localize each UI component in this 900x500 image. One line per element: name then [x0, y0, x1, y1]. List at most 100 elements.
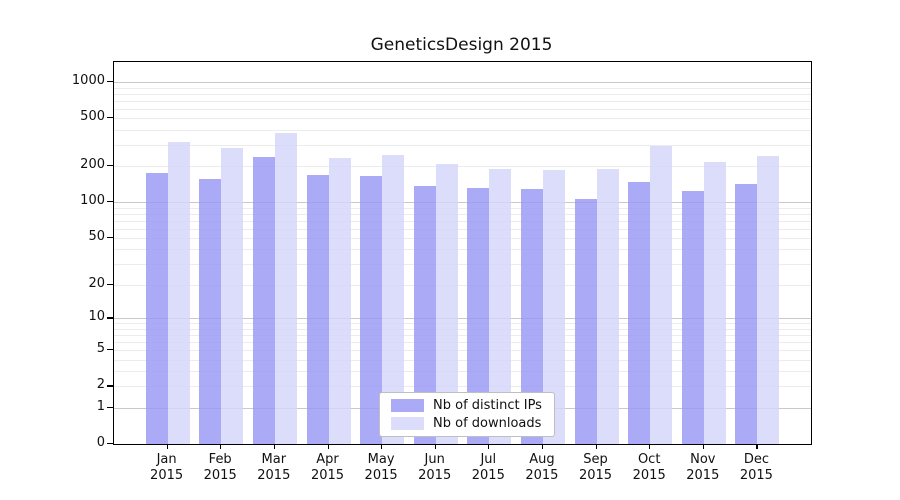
gridline-major-100 — [114, 202, 811, 204]
x-tick-label-jun: Jun 2015 — [418, 452, 452, 483]
x-tick-mark-feb — [220, 444, 222, 449]
x-tick-mark-aug — [541, 444, 544, 449]
bar-downloads-sep-2015 — [596, 168, 619, 444]
bar-downloads-jun-2015 — [435, 163, 458, 444]
x-tick-label-nov: Nov 2015 — [686, 452, 720, 483]
gridline-major-1000 — [114, 82, 811, 83]
legend-item-downloads: Nb of downloads — [391, 416, 542, 431]
gridline-minor-40 — [114, 249, 811, 251]
bar-distinct-ips-dec-2015 — [735, 184, 758, 444]
bar-distinct-ips-feb-2015 — [199, 179, 222, 444]
gridline-minor-500 — [114, 118, 811, 120]
y-tick-mark-2 — [107, 385, 113, 387]
y-tick-label-0: 0 — [96, 435, 105, 450]
gridline-minor-4 — [114, 359, 811, 361]
y-tick-label-500: 500 — [80, 109, 105, 125]
y-tick-label-200: 200 — [80, 157, 105, 173]
bar-distinct-ips-may-2015 — [360, 175, 383, 444]
gridline-minor-800 — [114, 93, 811, 95]
gridline-minor-2 — [114, 386, 811, 388]
bar-downloads-aug-2015 — [542, 169, 565, 444]
x-tick-mark-apr — [327, 444, 329, 449]
gridline-minor-7 — [114, 335, 811, 336]
x-tick-label-feb: Feb 2015 — [203, 452, 237, 483]
y-tick-label-100: 100 — [80, 193, 105, 209]
y-tick-mark-100 — [107, 201, 113, 203]
gridline-major-10 — [114, 318, 811, 320]
x-tick-label-mar: Mar 2015 — [257, 452, 291, 483]
x-tick-mark-sep — [595, 444, 597, 449]
gridline-minor-70 — [114, 220, 811, 222]
bar-distinct-ips-apr-2015 — [306, 174, 329, 444]
bar-distinct-ips-aug-2015 — [520, 188, 543, 444]
x-tick-mark-jul — [488, 444, 490, 449]
x-tick-mark-mar — [273, 444, 275, 449]
x-tick-label-aug: Aug 2015 — [525, 452, 559, 483]
plot-area: Nb of distinct IPs Nb of downloads — [113, 61, 812, 445]
y-tick-mark-20 — [107, 283, 113, 285]
gridline-minor-700 — [114, 100, 811, 102]
gridline-minor-90 — [114, 207, 811, 209]
y-tick-mark-5 — [107, 349, 113, 351]
gridline-minor-80 — [114, 213, 811, 215]
bar-distinct-ips-jul-2015 — [467, 188, 490, 444]
x-tick-mark-jan — [166, 444, 168, 449]
gridline-minor-30 — [114, 264, 811, 266]
gridline-minor-200 — [114, 166, 811, 168]
y-tick-mark-10 — [107, 317, 113, 319]
gridline-minor-3 — [114, 371, 811, 373]
y-tick-mark-500 — [107, 117, 113, 119]
gridline-minor-60 — [114, 228, 811, 230]
chart-title: GeneticsDesign 2015 — [370, 35, 553, 55]
x-tick-label-jul: Jul 2015 — [471, 452, 505, 483]
gridline-minor-50 — [114, 238, 811, 239]
bar-distinct-ips-sep-2015 — [574, 198, 597, 444]
bar-downloads-dec-2015 — [757, 155, 780, 444]
y-tick-mark-0 — [107, 443, 113, 445]
y-tick-label-50: 50 — [88, 229, 105, 244]
x-tick-mark-oct — [649, 444, 651, 449]
bar-distinct-ips-jan-2015 — [145, 173, 168, 444]
gridline-minor-6 — [114, 342, 811, 343]
gridline-minor-300 — [114, 145, 811, 146]
gridline-minor-600 — [114, 108, 811, 110]
y-tick-label-1: 1 — [96, 398, 105, 414]
legend-label-distinct-ips: Nb of distinct IPs — [433, 398, 542, 413]
legend-swatch-downloads — [391, 417, 424, 430]
legend-label-downloads: Nb of downloads — [433, 416, 542, 431]
y-tick-label-10: 10 — [88, 309, 105, 325]
x-tick-label-sep: Sep 2015 — [578, 452, 613, 483]
legend-item-distinct-ips: Nb of distinct IPs — [391, 398, 542, 413]
bar-downloads-apr-2015 — [328, 157, 351, 444]
y-tick-mark-1 — [107, 406, 113, 408]
gridline-minor-400 — [114, 129, 811, 131]
x-tick-mark-jun — [434, 444, 436, 449]
bar-downloads-feb-2015 — [221, 148, 244, 444]
y-tick-label-1000: 1000 — [71, 73, 105, 88]
bar-distinct-ips-mar-2015 — [252, 157, 275, 444]
bar-downloads-oct-2015 — [650, 145, 673, 444]
y-tick-label-5: 5 — [96, 341, 105, 357]
gridline-minor-9 — [114, 323, 811, 325]
x-tick-label-dec: Dec 2015 — [739, 452, 773, 483]
bar-downloads-jul-2015 — [489, 168, 512, 444]
x-tick-mark-dec — [756, 444, 758, 449]
legend-swatch-distinct-ips — [391, 399, 424, 412]
gridline-minor-20 — [114, 284, 811, 286]
bar-downloads-nov-2015 — [703, 162, 726, 444]
gridline-minor-5 — [114, 350, 811, 352]
bar-distinct-ips-oct-2015 — [628, 182, 651, 444]
legend: Nb of distinct IPs Nb of downloads — [379, 392, 555, 437]
bar-downloads-mar-2015 — [274, 133, 297, 444]
y-tick-mark-200 — [107, 165, 113, 167]
x-tick-mark-nov — [702, 444, 704, 449]
bar-distinct-ips-jun-2015 — [413, 185, 436, 444]
x-tick-label-oct: Oct 2015 — [632, 452, 666, 483]
y-tick-label-20: 20 — [88, 275, 105, 291]
y-tick-mark-50 — [107, 237, 113, 239]
gridline-minor-900 — [114, 87, 811, 89]
bar-downloads-may-2015 — [382, 154, 405, 444]
y-tick-mark-1000 — [107, 81, 113, 83]
x-tick-mark-may — [381, 444, 383, 449]
